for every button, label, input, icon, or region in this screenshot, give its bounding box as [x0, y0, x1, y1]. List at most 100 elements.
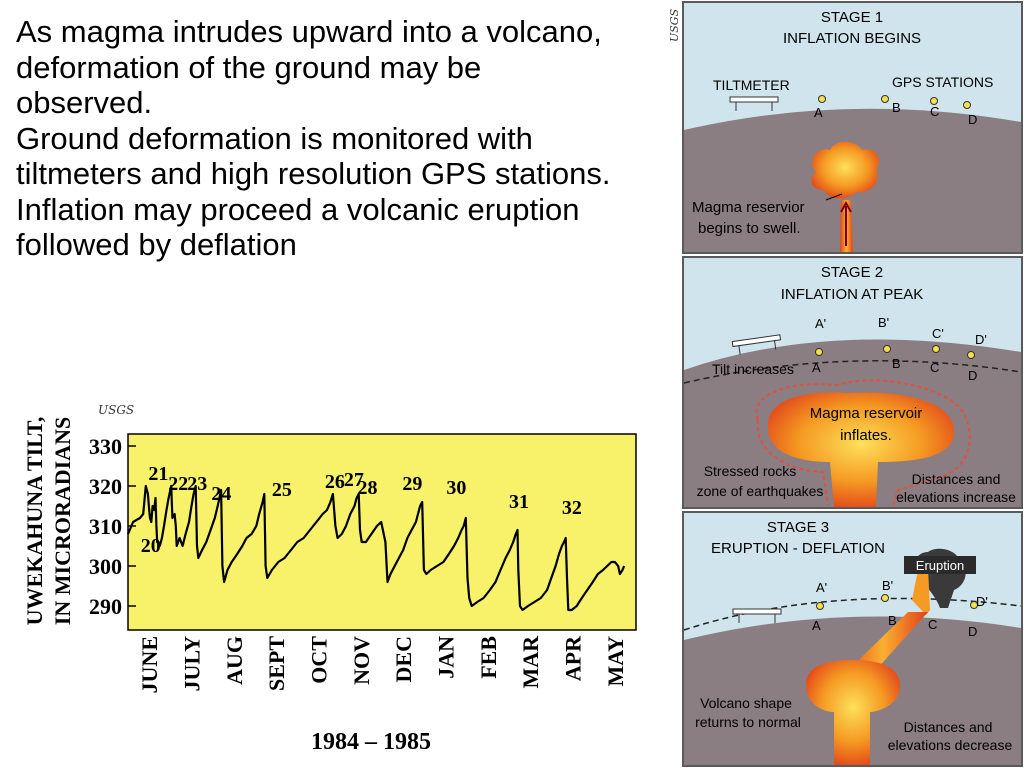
gps-station-label: D: [968, 112, 977, 127]
y-tick-label: 330: [89, 434, 122, 459]
month-label: SEPT: [264, 636, 289, 691]
stage-3-inflated-surface: [683, 597, 1022, 631]
month-labels: JUNE JULY AUG SEPT OCT NOV DEC JAN FEB MAR APR MAY: [137, 635, 628, 694]
stage-2-stressed-label-2: zone of earthquakes: [697, 483, 824, 499]
y-tick-label: 290: [89, 594, 122, 619]
stage-2-distances-label-1: Distances and: [912, 471, 1001, 487]
gps-station-marker: [881, 95, 889, 103]
stage-3-shape-label-1: Volcano shape: [700, 695, 792, 711]
gps-station-marker: [963, 101, 971, 109]
stage-3-panel: STAGE 3 ERUPTION - DEFLATION Eruption A'…: [682, 511, 1023, 767]
stage-1-title: STAGE 1: [821, 9, 883, 26]
gps-station-label: A: [812, 618, 821, 633]
month-label: DEC: [391, 636, 416, 682]
stage-2-subtitle: INFLATION AT PEAK: [781, 286, 924, 303]
bullet-1: As magma intrudes upward into a volcano,…: [16, 14, 602, 120]
inflation-stages-diagram: STAGE 1 INFLATION BEGINS TILTMETER GPS S…: [682, 1, 1023, 767]
stage-1-panel: STAGE 1 INFLATION BEGINS TILTMETER GPS S…: [682, 1, 1023, 254]
gps-station-marker: [970, 601, 978, 609]
stage-3-eruption-box: [904, 556, 976, 574]
stage-1-subtitle: INFLATION BEGINS: [783, 30, 921, 47]
stage-3-eruption-label: Eruption: [916, 558, 964, 573]
y-tick-label: 300: [89, 554, 122, 579]
y-axis-label-line2: IN MICRORADIANS: [50, 417, 75, 625]
chart-credit: USGS: [98, 403, 134, 417]
x-axis-label: 1984 – 1985: [311, 729, 431, 755]
stage-2-panel: STAGE 2 INFLATION AT PEAK A' B' C' D' A B C D T…: [682, 256, 1023, 509]
stage-2-distances-label-2: elevations increase: [896, 489, 1016, 505]
gps-station-label: C: [930, 104, 939, 119]
stage-3-shape-label-2: returns to normal: [695, 714, 801, 730]
gps-station-label: B': [882, 578, 893, 593]
y-axis-label-line1: UWEKAHUNA TILT,: [22, 417, 47, 626]
gps-station-label: D': [975, 332, 987, 347]
stage-3-distances-label-1: Distances and: [904, 719, 993, 735]
gps-station-label: B: [888, 613, 897, 628]
bullet-list: As magma intrudes upward into a volcano,…: [16, 14, 626, 263]
gps-station-label: A': [815, 316, 826, 331]
stage-3-tiltmeter-icon: [732, 608, 782, 623]
gps-station-marker: [818, 95, 826, 103]
episode-label: 32: [562, 497, 582, 519]
stage-1-arrow: [840, 200, 852, 246]
month-label: JAN: [434, 636, 459, 679]
y-tick-label: 310: [89, 514, 122, 539]
month-label: MAR: [518, 635, 543, 689]
episode-label: 23: [187, 473, 207, 495]
gps-station-label: D: [968, 368, 977, 383]
tilt-series-line: [126, 484, 626, 612]
stage-2-gps-stations: A' B' C' D' A B C D: [812, 315, 987, 383]
gps-station-marker: [816, 602, 824, 610]
gps-station-label: D: [968, 624, 977, 639]
month-label: APR: [561, 635, 586, 681]
episode-label: 25: [272, 479, 292, 501]
stage-2-tilt-label: Tilt increases: [712, 361, 794, 377]
episode-label: 24: [211, 483, 231, 505]
y-axis-ticks: 330 320 310 300 290: [89, 434, 136, 619]
gps-station-label: A': [816, 580, 827, 595]
month-label: AUG: [222, 636, 247, 685]
tilt-chart: USGS UWEKAHUNA TILT, IN MICRORADIANS 330…: [22, 403, 637, 755]
gps-station-label: D': [976, 594, 988, 609]
stage-3-lava-fountain: [912, 568, 930, 615]
stage-2-reservoir-label-2: inflates.: [840, 427, 892, 444]
gps-station-label: B: [892, 100, 901, 115]
stage-2-stress-zone: [755, 379, 971, 506]
month-label: OCT: [307, 636, 332, 684]
month-label: JUNE: [137, 636, 162, 693]
stage-1-gps-label: GPS STATIONS: [892, 74, 993, 90]
stage-2-stressed-label-1: Stressed rocks: [704, 463, 797, 479]
plot-area: [127, 433, 637, 631]
episode-label: 27: [344, 469, 364, 491]
gps-station-label: C': [932, 326, 944, 341]
stage-2-original-surface: [683, 360, 1022, 384]
gps-station-label: A: [812, 360, 821, 375]
episode-label: 26: [325, 471, 345, 493]
gps-station-label: C: [930, 360, 939, 375]
stage-2-reservoir-label-1: Magma reservoir: [810, 405, 923, 422]
episode-label: 20: [141, 535, 161, 557]
stage-3-magma-reservoir: [806, 660, 900, 765]
stage-1-tiltmeter-label: TILTMETER: [713, 77, 790, 93]
gps-station-label: B': [878, 315, 889, 330]
stage-1-gps-stations: A B C D: [814, 95, 977, 127]
stage-1-reservoir-label-1: Magma reservior: [692, 199, 805, 216]
gps-station-marker: [883, 345, 891, 353]
bullet-2: Ground deformation is monitored with til…: [16, 120, 611, 192]
stage-3-title: STAGE 3: [767, 519, 829, 536]
gps-station-label: A: [814, 105, 823, 120]
episode-label: 29: [402, 473, 422, 495]
stage-3-gps-stations: A' B' D' A B C D: [812, 578, 988, 639]
stage-2-magma-reservoir: [767, 392, 955, 507]
episode-label: 21: [148, 463, 168, 485]
y-tick-label: 320: [89, 474, 122, 499]
month-label: FEB: [476, 636, 501, 679]
stage-3-distances-label-2: elevations decrease: [888, 737, 1013, 753]
episode-label: 28: [357, 477, 377, 499]
month-label: NOV: [349, 636, 374, 685]
month-label: JULY: [180, 636, 205, 692]
month-label: MAY: [603, 636, 628, 687]
stage-1-magma-reservoir: [811, 141, 880, 199]
gps-station-marker: [932, 345, 940, 353]
stage-2-tiltmeter-icon: [731, 334, 782, 355]
